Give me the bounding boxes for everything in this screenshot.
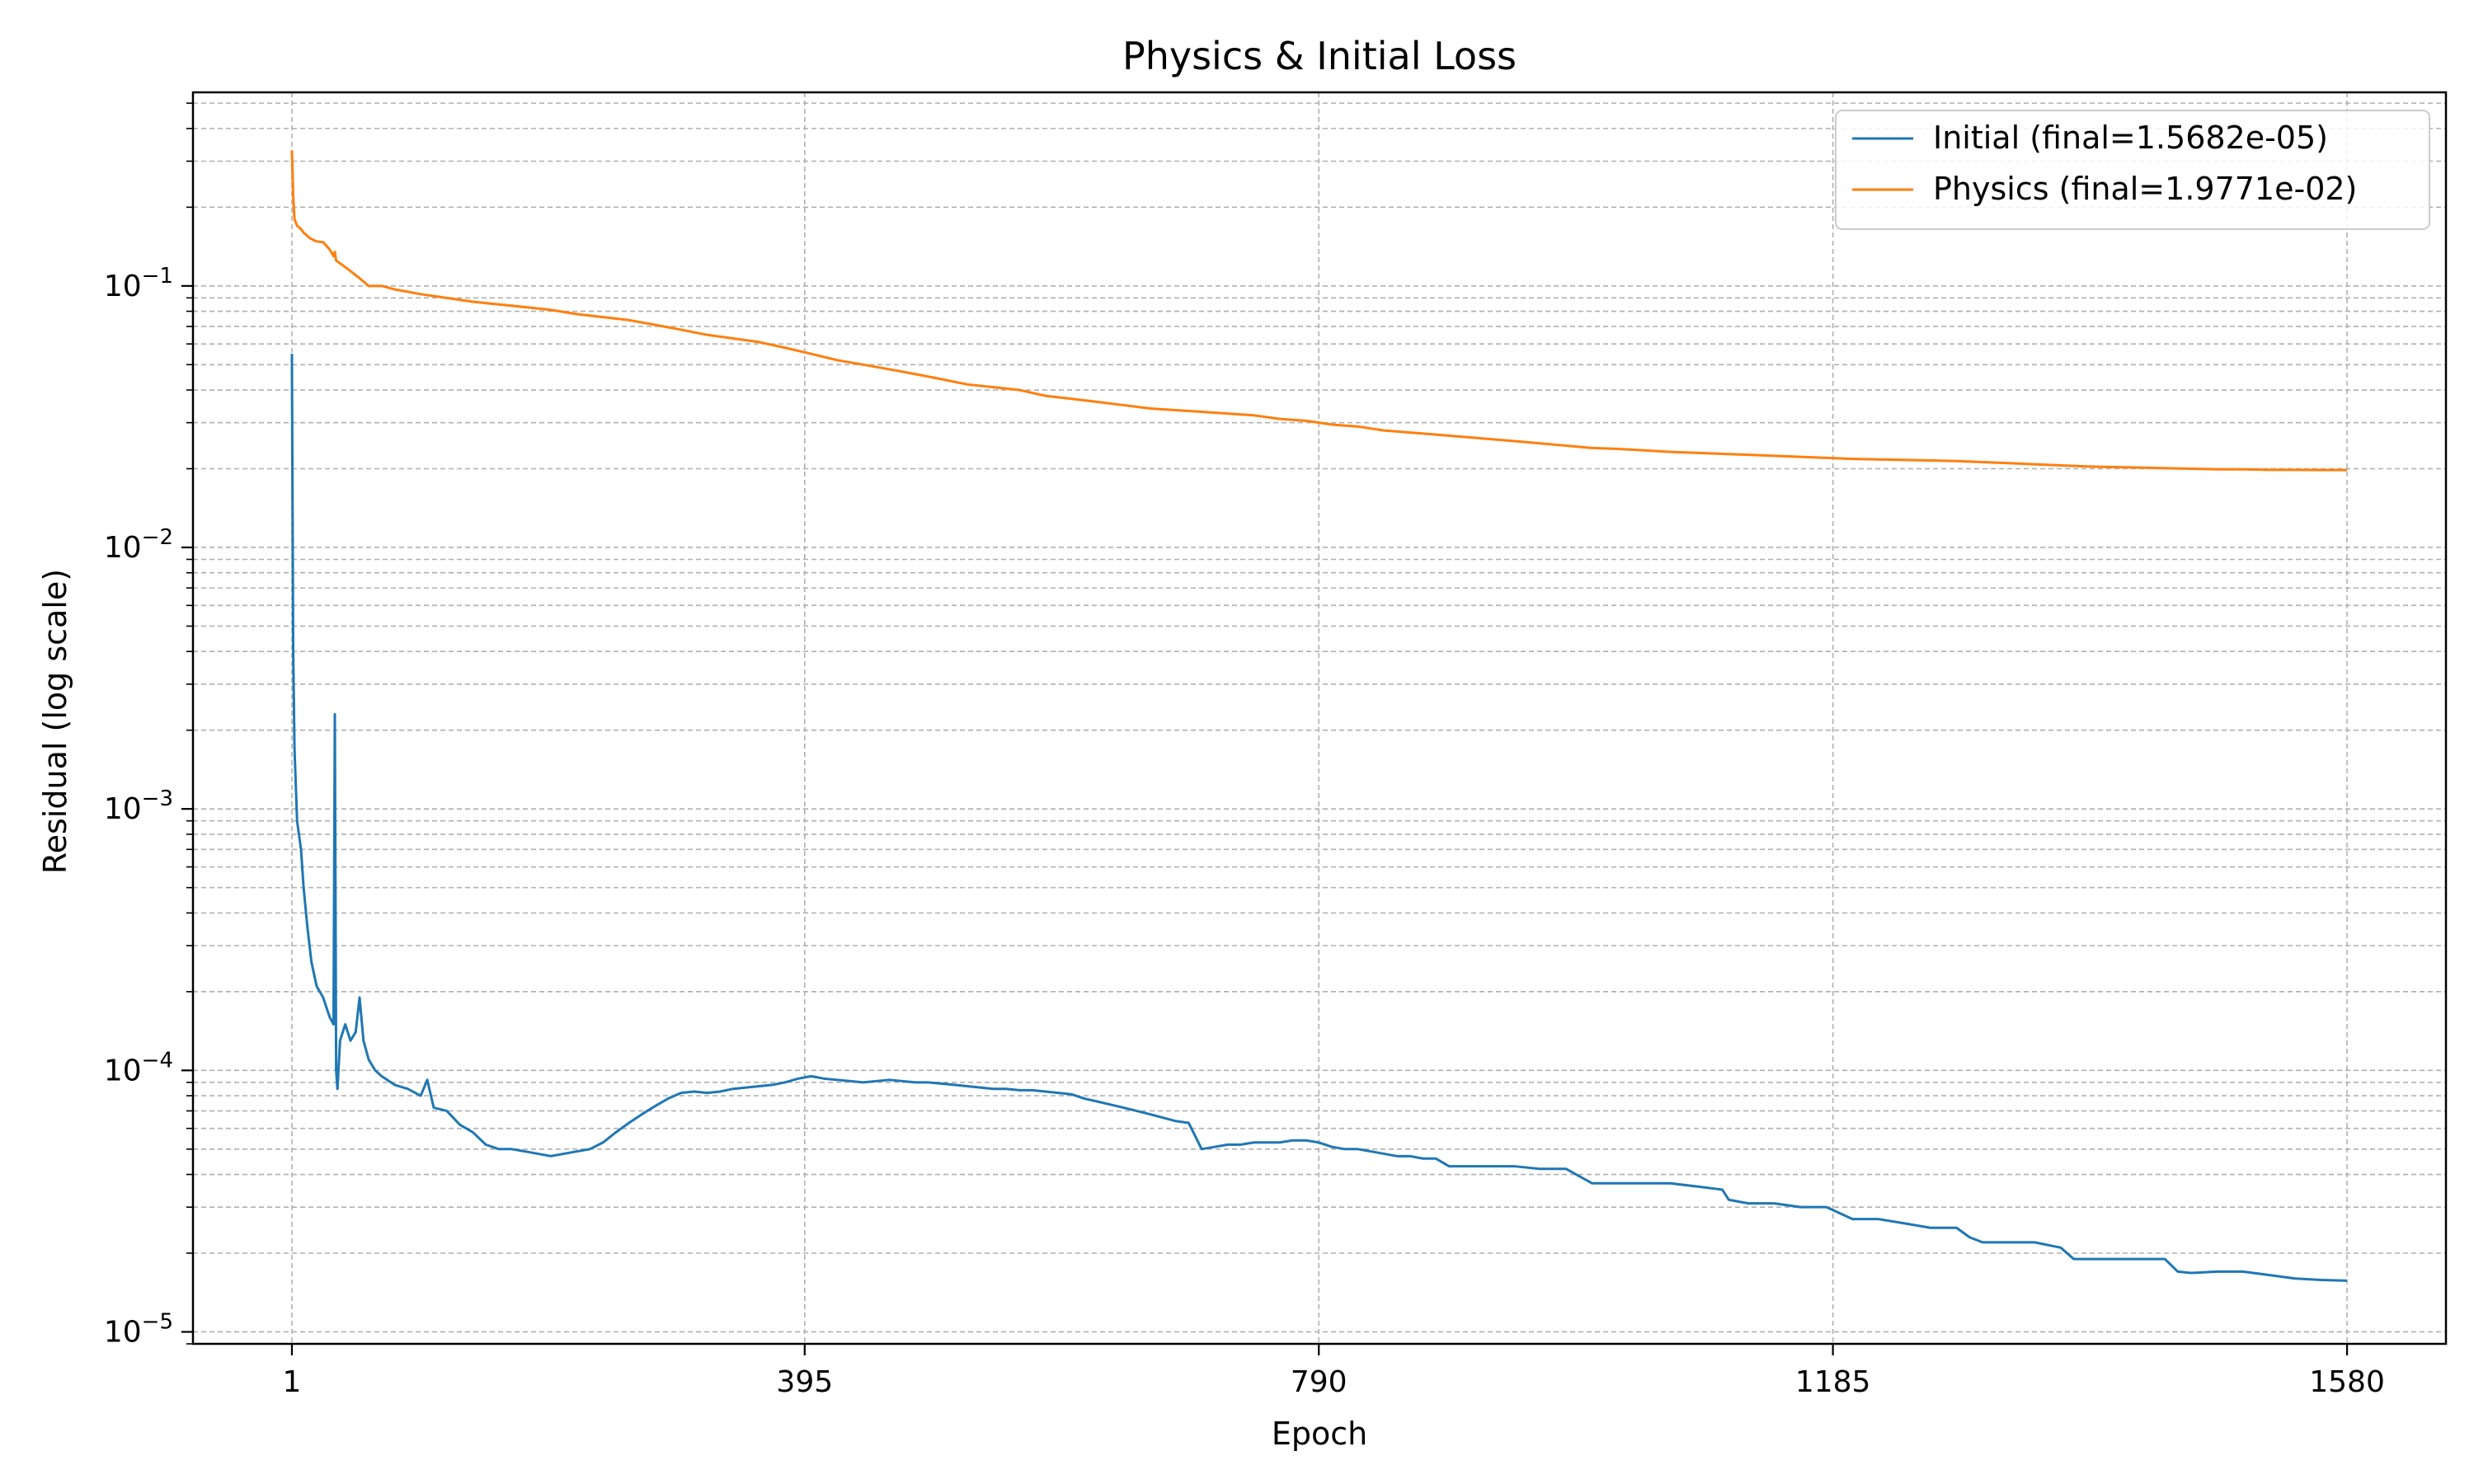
legend-label: Initial (final=1.5682e-05) <box>1933 120 2328 156</box>
y-tick-label: 10−4 <box>104 1048 173 1087</box>
legend-label: Physics (final=1.9771e-02) <box>1933 171 2357 207</box>
x-tick-label: 1 <box>282 1365 301 1399</box>
series-line-initial <box>290 354 2348 1282</box>
y-tick-label: 10−5 <box>104 1309 173 1349</box>
x-tick-label: 790 <box>1291 1365 1348 1399</box>
series-line-physics <box>290 150 2348 472</box>
x-tick-label: 395 <box>776 1365 833 1399</box>
legend: Initial (final=1.5682e-05) Physics (final… <box>1835 110 2430 230</box>
legend-box <box>1835 110 2430 230</box>
y-tick-label: 10−1 <box>104 264 173 303</box>
grid <box>193 92 2446 1345</box>
chart-title: Physics & Initial Loss <box>1122 34 1517 78</box>
y-axis-label: Residual (log scale) <box>37 569 73 874</box>
y-tick-label: 10−3 <box>104 787 173 826</box>
series-layer <box>290 150 2348 1282</box>
y-tick-label: 10−2 <box>104 525 173 565</box>
x-tick-label: 1580 <box>2309 1365 2385 1399</box>
x-tick-label: 1185 <box>1795 1365 1871 1399</box>
ticks: 1 395 790 1185 1580 10−5 10−4 10−3 10−2 10−1 <box>104 102 2385 1399</box>
x-axis-label: Epoch <box>1272 1416 1367 1452</box>
